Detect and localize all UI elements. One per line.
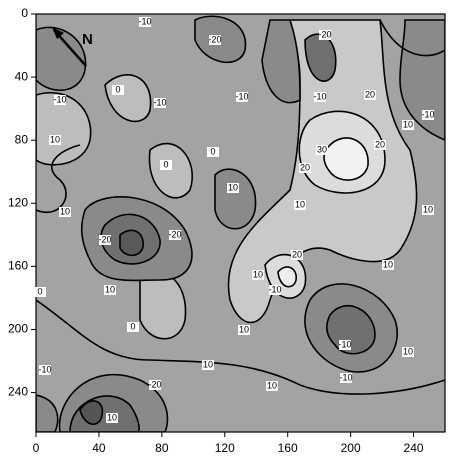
contour-label-bg	[402, 120, 414, 130]
y-tick-label: 120	[8, 195, 28, 209]
contour-label: 20	[375, 139, 385, 149]
contour-label-bg	[238, 325, 250, 335]
contour-label-bg	[227, 183, 239, 193]
y-tick-label: 200	[8, 322, 28, 336]
x-tick-label: 40	[92, 441, 106, 455]
contour-label: 10	[239, 324, 249, 334]
contour-label: 10	[403, 346, 413, 356]
contour-label-bg	[207, 147, 219, 157]
contour-label: -10	[53, 94, 66, 104]
contour-label: -20	[168, 229, 181, 239]
plot-frame	[35, 13, 446, 433]
contour-label-bg	[319, 30, 331, 40]
contour-label-bg	[34, 287, 46, 297]
contour-label: 10	[423, 204, 433, 214]
contour-label-bg	[299, 163, 311, 173]
contour-label-bg	[340, 373, 352, 383]
contour-label: -20	[318, 29, 331, 39]
contour-label: 0	[115, 84, 120, 94]
contour-label-bg	[364, 90, 376, 100]
contour-label-bg	[252, 270, 264, 280]
contour-label-bg	[106, 413, 118, 423]
contour-label-bg	[269, 285, 281, 295]
x-tick-label: 240	[404, 441, 424, 455]
contour-label: -10	[313, 91, 326, 101]
contour-label: -10	[38, 364, 51, 374]
y-tick-label: 0	[21, 6, 28, 20]
contour-label-bg	[99, 235, 111, 245]
contour-label-bg	[266, 381, 278, 391]
contour-label: 0	[210, 146, 215, 156]
contour-label-bg	[316, 145, 328, 155]
contour-label-bg	[139, 17, 151, 27]
contour-label: -10	[138, 16, 151, 26]
contour-label: 10	[383, 259, 393, 269]
x-tick-label: 120	[215, 441, 235, 455]
contour-label-bg	[374, 140, 386, 150]
x-tick-label: 200	[341, 441, 361, 455]
contour-label: 10	[60, 206, 70, 216]
north-arrow: N	[52, 27, 93, 67]
contour-label: 20	[300, 162, 310, 172]
contour-label: -10	[338, 339, 351, 349]
contour-label: 20	[365, 89, 375, 99]
x-tick-label: 0	[33, 441, 40, 455]
contour-label-bg	[294, 200, 306, 210]
contour-label: 10	[105, 284, 115, 294]
contour-label: 0	[130, 321, 135, 331]
contour-label-bg	[339, 340, 351, 350]
contour-label: -20	[148, 379, 161, 389]
y-tick-label: 240	[8, 385, 28, 399]
contour-label: -10	[268, 284, 281, 294]
contour-label-bg	[54, 95, 66, 105]
contour-label: 10	[203, 359, 213, 369]
contour-label-bg	[402, 347, 414, 357]
contour-label: 10	[253, 269, 263, 279]
contour-label-bg	[39, 365, 51, 375]
contour-label-bg	[127, 322, 139, 332]
y-tick-label: 40	[15, 69, 29, 83]
y-tick-label: 160	[8, 259, 28, 273]
contour-label-bg	[314, 92, 326, 102]
contour-label: 10	[295, 199, 305, 209]
contour-label-bg	[112, 85, 124, 95]
contour-field	[36, 14, 445, 432]
contour-label: -20	[208, 34, 221, 44]
contour-label-bg	[202, 360, 214, 370]
contour-label: 10	[403, 119, 413, 129]
contour-label: 10	[50, 134, 60, 144]
y-tick-label: 80	[15, 132, 29, 146]
x-tick-label: 160	[278, 441, 298, 455]
contour-label-bg	[422, 110, 434, 120]
north-label: N	[82, 31, 93, 48]
contour-label: 30	[317, 144, 327, 154]
contour-label-bg	[382, 260, 394, 270]
contour-label-bg	[160, 160, 172, 170]
contour-label: 0	[163, 159, 168, 169]
contour-label: -10	[421, 109, 434, 119]
contour-label: 10	[107, 412, 117, 422]
contour-label-bg	[209, 35, 221, 45]
contour-label-bg	[59, 207, 71, 217]
contour-label: -10	[235, 91, 248, 101]
contour-label: -20	[98, 234, 111, 244]
contour-label: -10	[339, 372, 352, 382]
contour-label: 0	[37, 286, 42, 296]
contour-label-bg	[149, 380, 161, 390]
contour-label-bg	[422, 205, 434, 215]
contour-label-bg	[291, 250, 303, 260]
contour-label-bg	[236, 92, 248, 102]
contour-label-bg	[49, 135, 61, 145]
contour-label: 10	[228, 182, 238, 192]
contour-label-bg	[169, 230, 181, 240]
contour-label: 10	[267, 380, 277, 390]
contour-label-bg	[104, 285, 116, 295]
x-tick-label: 80	[155, 441, 169, 455]
contour-label: 20	[292, 249, 302, 259]
contour-label: -10	[153, 97, 166, 107]
contour-label-bg	[154, 98, 166, 108]
